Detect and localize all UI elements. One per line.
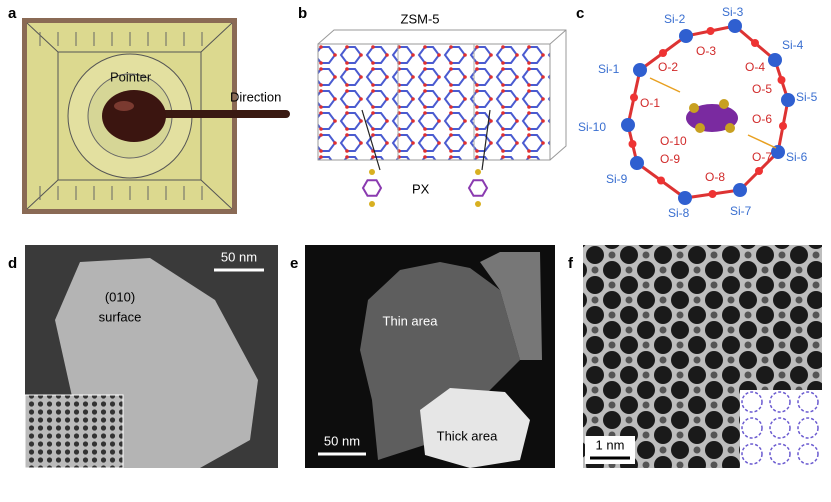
guest-atom [725,123,735,133]
si-atom [621,118,635,132]
board-diagonal [200,22,233,53]
o-label: O-9 [660,152,680,166]
labels: a b c d e f Pointer Direction ZSM-5 PX Si-1 Si-2 Si-… [8,5,818,452]
arrow [361,109,381,171]
atom [475,201,481,207]
si-label: Si-3 [722,5,744,19]
si-atom [633,63,647,77]
label: surface [99,309,142,324]
inset-ring [769,391,791,413]
spoon-bowl [102,90,166,142]
si-atom [728,19,742,33]
board-diagonal [26,22,59,53]
si-label: Si-6 [786,150,808,164]
si-label: Si-5 [796,90,818,104]
board-diagonal [200,179,233,210]
thin-area [360,262,520,460]
atom [475,169,481,175]
panel-title: ZSM-5 [401,11,440,26]
si-label: Si-7 [730,204,752,218]
framework [317,43,551,161]
label: Pointer [110,69,152,84]
o-label: O-8 [705,170,725,184]
inset-ring [797,443,819,465]
si-label: Si-10 [578,120,606,134]
si-atom [771,145,785,159]
inset-ring [741,391,763,413]
inset [24,394,124,469]
atom [369,169,375,175]
panel-label: c [576,5,584,22]
guest-atom [689,103,699,113]
o-atom [630,93,638,102]
si-label: Si-9 [606,172,628,186]
o-atom [706,27,715,35]
o-label: O-2 [658,60,678,74]
o-label: O-7 [752,150,772,164]
si-atom [630,156,644,170]
spoon-shine [114,101,134,111]
o-atom [779,122,787,130]
inset-ring [769,443,791,465]
thick-area [420,388,530,468]
si-atom [781,93,795,107]
label: PX [412,181,430,196]
o-label: O-6 [752,112,772,126]
atom [369,201,375,207]
molecule-ring [361,179,383,197]
si-label: Si-8 [668,206,690,220]
inset-ring [797,417,819,439]
panel-label: a [8,5,17,22]
si-label: Si-4 [782,38,804,52]
o-atom [777,76,786,84]
molecule-ring [467,179,489,197]
panel-label: b [298,5,307,22]
o-atom [657,176,665,185]
panel-label: e [290,255,298,272]
o-atom [628,140,637,148]
guest-atom [695,123,705,133]
o-atom [708,190,717,198]
illustrations [22,18,822,469]
si-atom [733,183,747,197]
o-atom [659,49,667,57]
spoon-handle [150,110,290,118]
inset-ring [769,417,791,439]
label: (010) [105,289,135,304]
label: Thin area [383,313,439,328]
si-atom [679,29,693,43]
o-label: O-4 [745,60,765,74]
o-atom [755,167,763,175]
o-label: O-3 [696,44,716,58]
panel-label: f [568,255,574,272]
board-diagonal [26,179,59,210]
o-label: O-1 [640,96,660,110]
arrow [649,77,681,93]
inset-ring [741,417,763,439]
guest-atom [719,99,729,109]
o-label: O-5 [752,82,772,96]
si-label: Si-1 [598,62,620,76]
label: Direction [230,89,281,104]
inset-ring [741,443,763,465]
inset-ring [797,391,819,413]
o-atom [751,39,759,47]
si-atom [768,53,782,67]
si-atom [678,191,692,205]
label: Thick area [437,428,498,443]
scale-label: 50 nm [221,249,257,264]
si-label: Si-2 [664,12,686,26]
o-label: O-10 [660,134,687,148]
arrow [747,134,777,149]
scale-label: 1 nm [596,437,625,452]
inset [740,390,822,468]
panel-label: d [8,255,17,272]
arrow [481,109,491,171]
crystal-edge [480,252,542,360]
scale-label: 50 nm [324,433,360,448]
unit-cell [317,29,567,161]
